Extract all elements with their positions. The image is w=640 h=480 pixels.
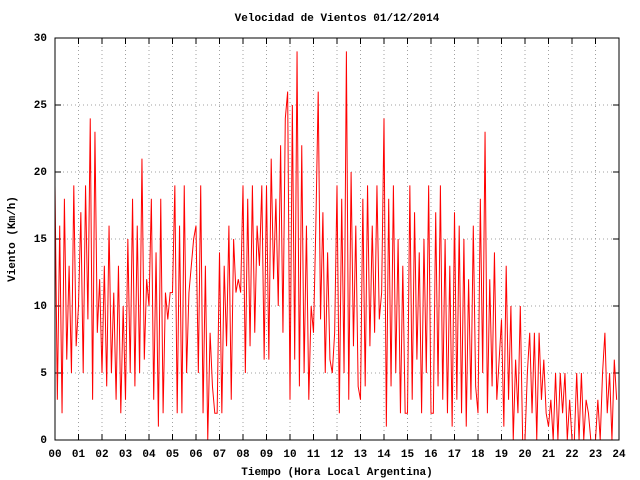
y-tick-label: 30 [34, 33, 47, 45]
x-tick-label: 01 [72, 449, 86, 461]
x-tick-label: 02 [95, 449, 108, 461]
x-tick-label: 15 [401, 449, 415, 461]
x-tick-label: 11 [307, 449, 321, 461]
x-tick-label: 17 [448, 449, 461, 461]
y-tick-label: 0 [40, 435, 47, 447]
y-tick-label: 25 [34, 100, 48, 112]
x-tick-label: 13 [354, 449, 368, 461]
x-tick-label: 19 [495, 449, 508, 461]
plot-frame [54, 37, 620, 441]
y-tick-label: 5 [40, 368, 47, 380]
y-axis-label: Viento (Km/h) [7, 196, 19, 282]
y-tick-label: 15 [34, 234, 48, 246]
x-tick-label: 14 [377, 449, 391, 461]
y-tick-label: 10 [34, 301, 47, 313]
y-tick-label: 20 [34, 167, 47, 179]
x-tick-label: 22 [565, 449, 578, 461]
x-tick-label: 03 [119, 449, 133, 461]
chart-title: Velocidad de Vientos 01/12/2014 [235, 13, 440, 25]
x-tick-label: 08 [236, 449, 250, 461]
x-tick-label: 07 [213, 449, 226, 461]
x-tick-label: 24 [612, 449, 626, 461]
x-tick-label: 06 [189, 449, 202, 461]
x-tick-label: 04 [142, 449, 156, 461]
x-tick-label: 18 [471, 449, 485, 461]
x-axis-label: Tiempo (Hora Local Argentina) [241, 467, 432, 479]
x-tick-label: 20 [518, 449, 531, 461]
x-tick-label: 09 [260, 449, 273, 461]
x-tick-label: 10 [283, 449, 296, 461]
x-tick-label: 21 [542, 449, 556, 461]
x-tick-label: 12 [330, 449, 343, 461]
x-tick-label: 00 [48, 449, 61, 461]
x-tick-label: 16 [424, 449, 437, 461]
x-tick-label: 23 [589, 449, 603, 461]
x-tick-label: 05 [166, 449, 180, 461]
